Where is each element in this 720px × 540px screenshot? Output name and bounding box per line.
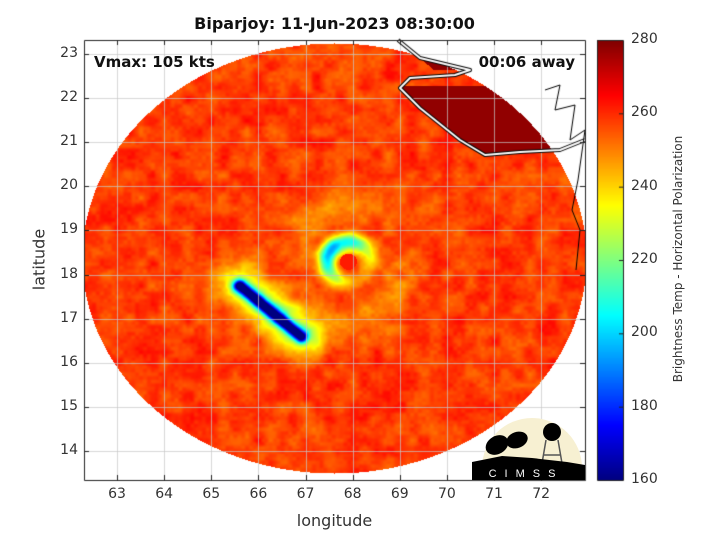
x-tick-label: 72 — [532, 486, 551, 502]
y-tick-label: 16 — [60, 353, 78, 370]
x-tick-label: 63 — [108, 486, 126, 502]
x-tick-label: 65 — [202, 486, 221, 502]
time-away-annotation: 00:06 away — [478, 53, 575, 71]
y-tick-label: 19 — [60, 221, 78, 238]
colorbar-tick-label: 160 — [631, 471, 658, 487]
colorbar-tick-label: 200 — [631, 324, 658, 341]
colorbar-tick-label: 180 — [631, 397, 658, 414]
x-tick-label: 67 — [296, 486, 315, 502]
x-axis-label: longitude — [296, 511, 373, 530]
y-tick-label: 14 — [60, 441, 78, 458]
colorbar-tick-label: 260 — [631, 104, 658, 121]
y-tick-label: 23 — [60, 45, 78, 62]
x-tick-label: 68 — [343, 486, 362, 502]
y-tick-label: 20 — [60, 177, 78, 194]
colorbar-tick-label: 280 — [631, 31, 658, 47]
x-tick-label: 66 — [249, 486, 268, 502]
x-tick-label: 70 — [437, 486, 456, 502]
colorbar-tick-label: 240 — [631, 177, 658, 194]
vmax-annotation: Vmax: 105 kts — [94, 53, 215, 71]
y-tick-label: 21 — [60, 133, 78, 150]
chart-title: Biparjoy: 11-Jun-2023 08:30:00 — [194, 14, 475, 33]
logo-text: CIMSS — [489, 468, 564, 480]
colorbar-tick-label: 220 — [631, 251, 658, 267]
colorbar-label: Brightness Temp - Horizontal Polarizatio… — [671, 135, 685, 383]
x-tick-label: 71 — [485, 486, 503, 502]
y-tick-label: 22 — [60, 89, 78, 106]
cimss-logo: CIMSS — [472, 418, 585, 480]
x-tick-label: 64 — [155, 486, 174, 502]
y-tick-label: 18 — [60, 265, 78, 282]
y-axis-label: latitude — [29, 228, 49, 291]
x-tick-label: 69 — [390, 486, 409, 502]
y-tick-label: 15 — [60, 397, 78, 414]
y-tick-label: 17 — [60, 309, 78, 326]
